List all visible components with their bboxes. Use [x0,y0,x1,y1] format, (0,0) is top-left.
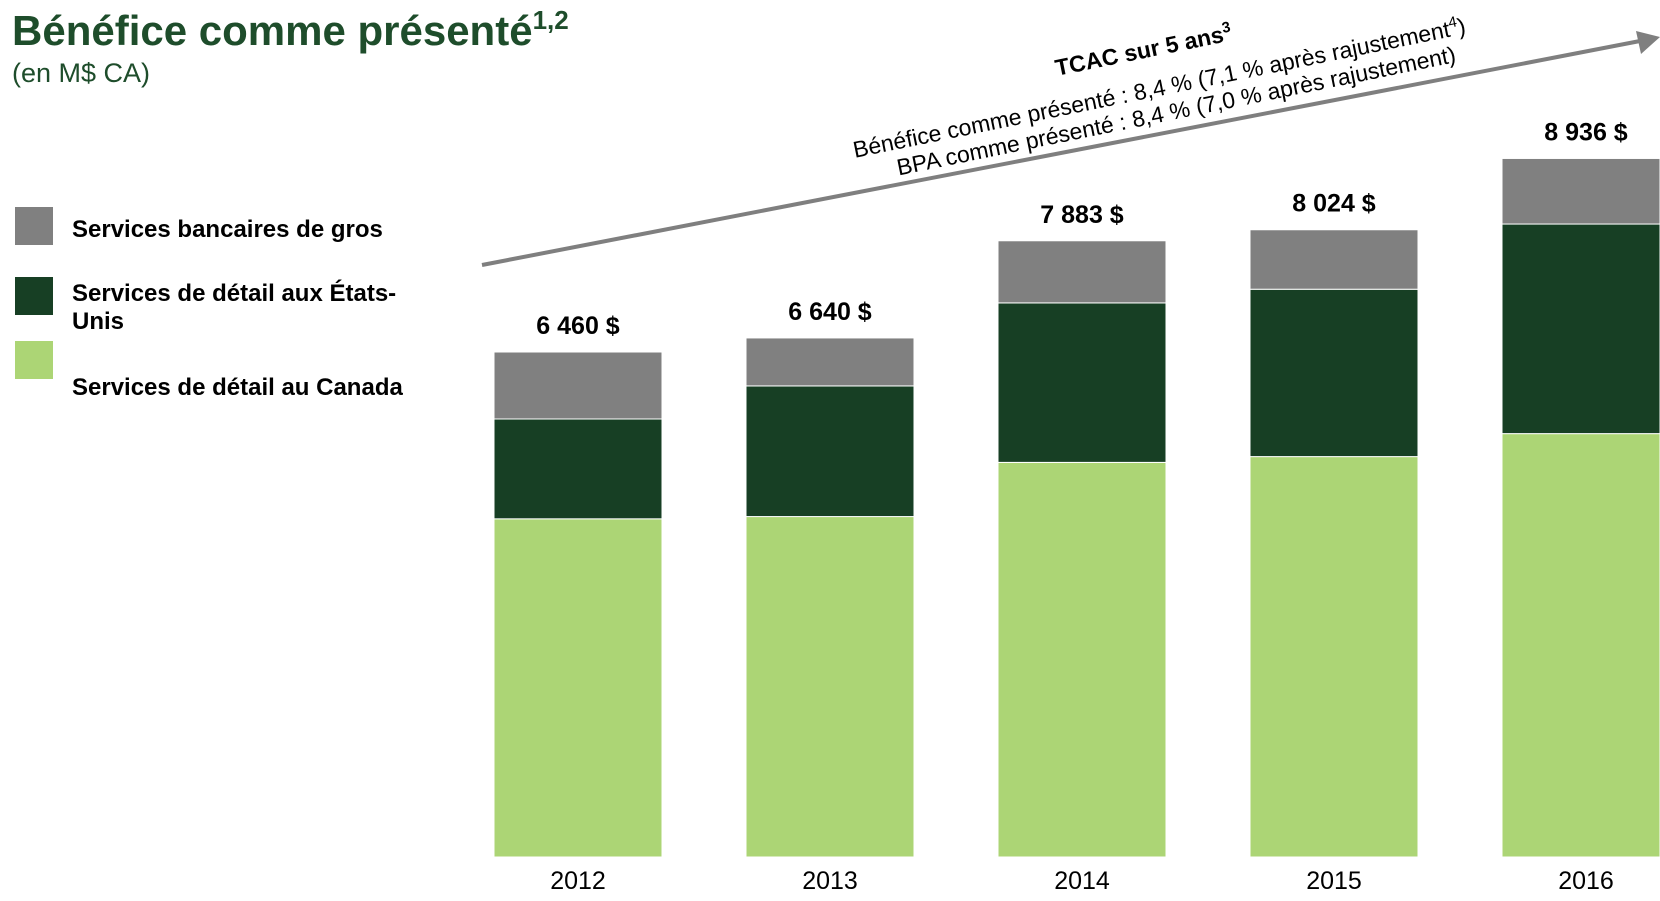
legend-swatch [15,341,53,379]
bar-segment [1249,288,1419,458]
bar-segment [1501,157,1660,225]
legend-label: Services de détail au Canada [72,374,403,401]
bar-segment [745,337,915,387]
bar-segment [1249,229,1419,290]
legend-swatch [15,207,53,245]
total-label: 8 024 $ [1292,190,1376,218]
total-label: 6 460 $ [536,312,620,340]
title-superscript: 1,2 [533,5,569,35]
total-label: 8 936 $ [1544,118,1628,146]
legend-label: Services bancaires de gros [72,216,383,243]
bar-segment [745,385,915,518]
bar-segment [493,351,663,420]
x-tick-label: 2014 [1054,867,1110,895]
bar-segment [1501,433,1660,858]
bar-segment [1249,456,1419,858]
x-tick-label: 2013 [802,867,858,895]
annotation: TCAC sur 5 ans3 Bénéfice comme présenté … [851,13,1468,181]
bar-segment [1501,223,1660,435]
x-tick-label: 2015 [1306,867,1362,895]
arrow-head [1636,31,1660,54]
bar-segment [745,516,915,858]
trend-arrow [481,39,1641,267]
bar-segment [493,518,663,858]
total-label: 6 640 $ [788,298,872,326]
line1-superscript: 4 [1447,13,1459,31]
legend-swatch [15,277,53,315]
bar-segment [493,418,663,520]
title-text: Bénéfice comme présenté [12,7,533,54]
total-label: 7 883 $ [1040,201,1124,229]
bar-segment [997,461,1167,858]
chart-title: Bénéfice comme présenté1,2 [12,5,569,54]
annotation-superscript: 3 [1220,19,1232,37]
line1-end: ) [1455,13,1468,40]
bar-segment [997,240,1167,304]
x-tick-label: 2016 [1558,867,1614,895]
bar-segment [997,302,1167,463]
x-tick-label: 2012 [550,867,606,895]
legend-label: Services de détail aux États-Unis [72,280,397,335]
subtitle: (en M$ CA) [12,58,150,88]
